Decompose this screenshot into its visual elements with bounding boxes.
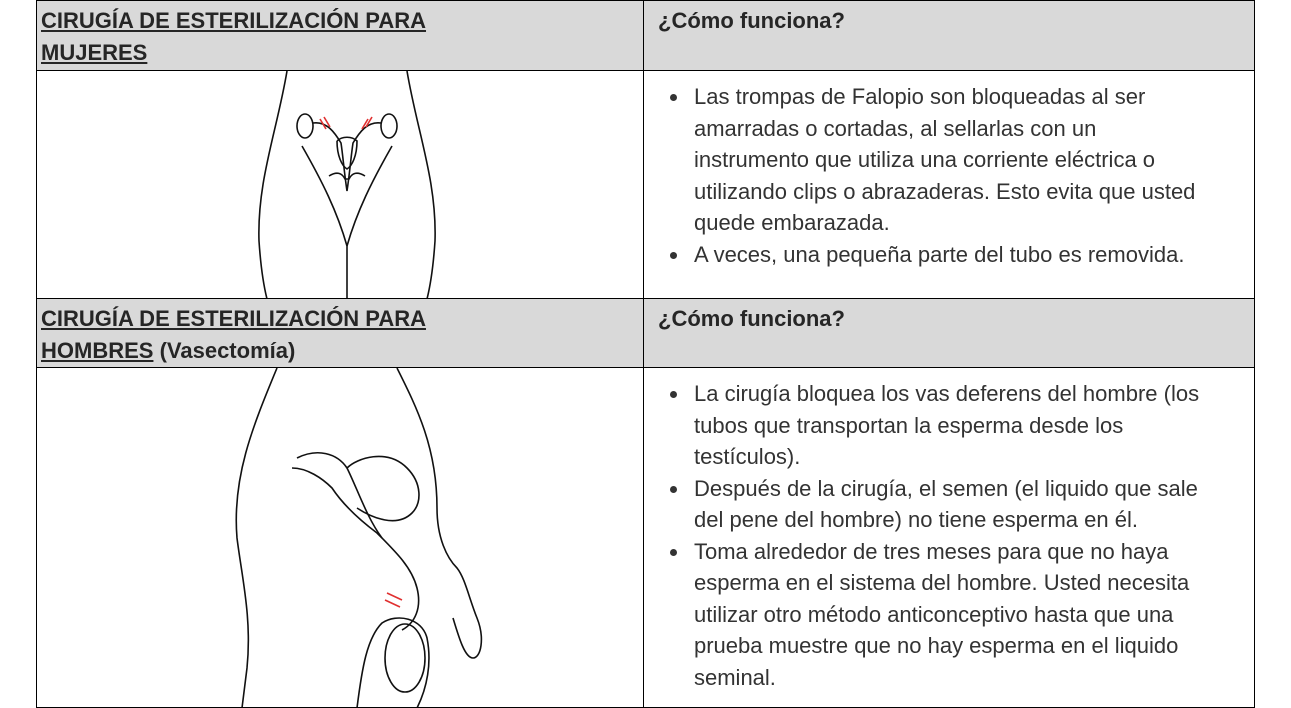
bullet-list: Las trompas de Falopio son bloqueadas al… bbox=[644, 71, 1210, 270]
bullet: Las trompas de Falopio son bloqueadas al… bbox=[690, 81, 1210, 239]
question-cell: ¿Cómo funciona? bbox=[644, 1, 1255, 71]
bullet-list: La cirugía bloquea los vas deferens del … bbox=[644, 368, 1210, 693]
question: ¿Cómo funciona? bbox=[658, 306, 845, 331]
heading: CIRUGÍA DE ESTERILIZACIÓN PARA HOMBRES bbox=[41, 306, 427, 363]
question: ¿Cómo funciona? bbox=[658, 8, 845, 33]
heading-cell: CIRUGÍA DE ESTERILIZACIÓN PARA HOMBRES (… bbox=[37, 299, 644, 368]
illustration-cell bbox=[37, 71, 644, 299]
female-illustration bbox=[258, 71, 436, 298]
page: CIRUGÍA DE ESTERILIZACIÓN PARA MUJERES ¿… bbox=[0, 0, 1291, 692]
bullet: Después de la cirugía, el semen (el liqu… bbox=[690, 473, 1210, 536]
method-table: CIRUGÍA DE ESTERILIZACIÓN PARA MUJERES ¿… bbox=[36, 0, 1255, 708]
illustration-cell bbox=[37, 368, 644, 708]
bullet: La cirugía bloquea los vas deferens del … bbox=[690, 378, 1210, 473]
bullets-cell: La cirugía bloquea los vas deferens del … bbox=[644, 368, 1255, 708]
heading: CIRUGÍA DE ESTERILIZACIÓN PARA MUJERES bbox=[41, 8, 427, 65]
male-illustration bbox=[235, 368, 483, 707]
bullet: Toma alrededor de tres meses para que no… bbox=[690, 536, 1210, 694]
question-cell: ¿Cómo funciona? bbox=[644, 299, 1255, 368]
bullets-cell: Las trompas de Falopio son bloqueadas al… bbox=[644, 71, 1255, 299]
heading-cell: CIRUGÍA DE ESTERILIZACIÓN PARA MUJERES bbox=[37, 1, 644, 71]
heading-note: (Vasectomía) bbox=[159, 338, 296, 363]
bullet: A veces, una pequeña parte del tubo es r… bbox=[690, 239, 1210, 271]
